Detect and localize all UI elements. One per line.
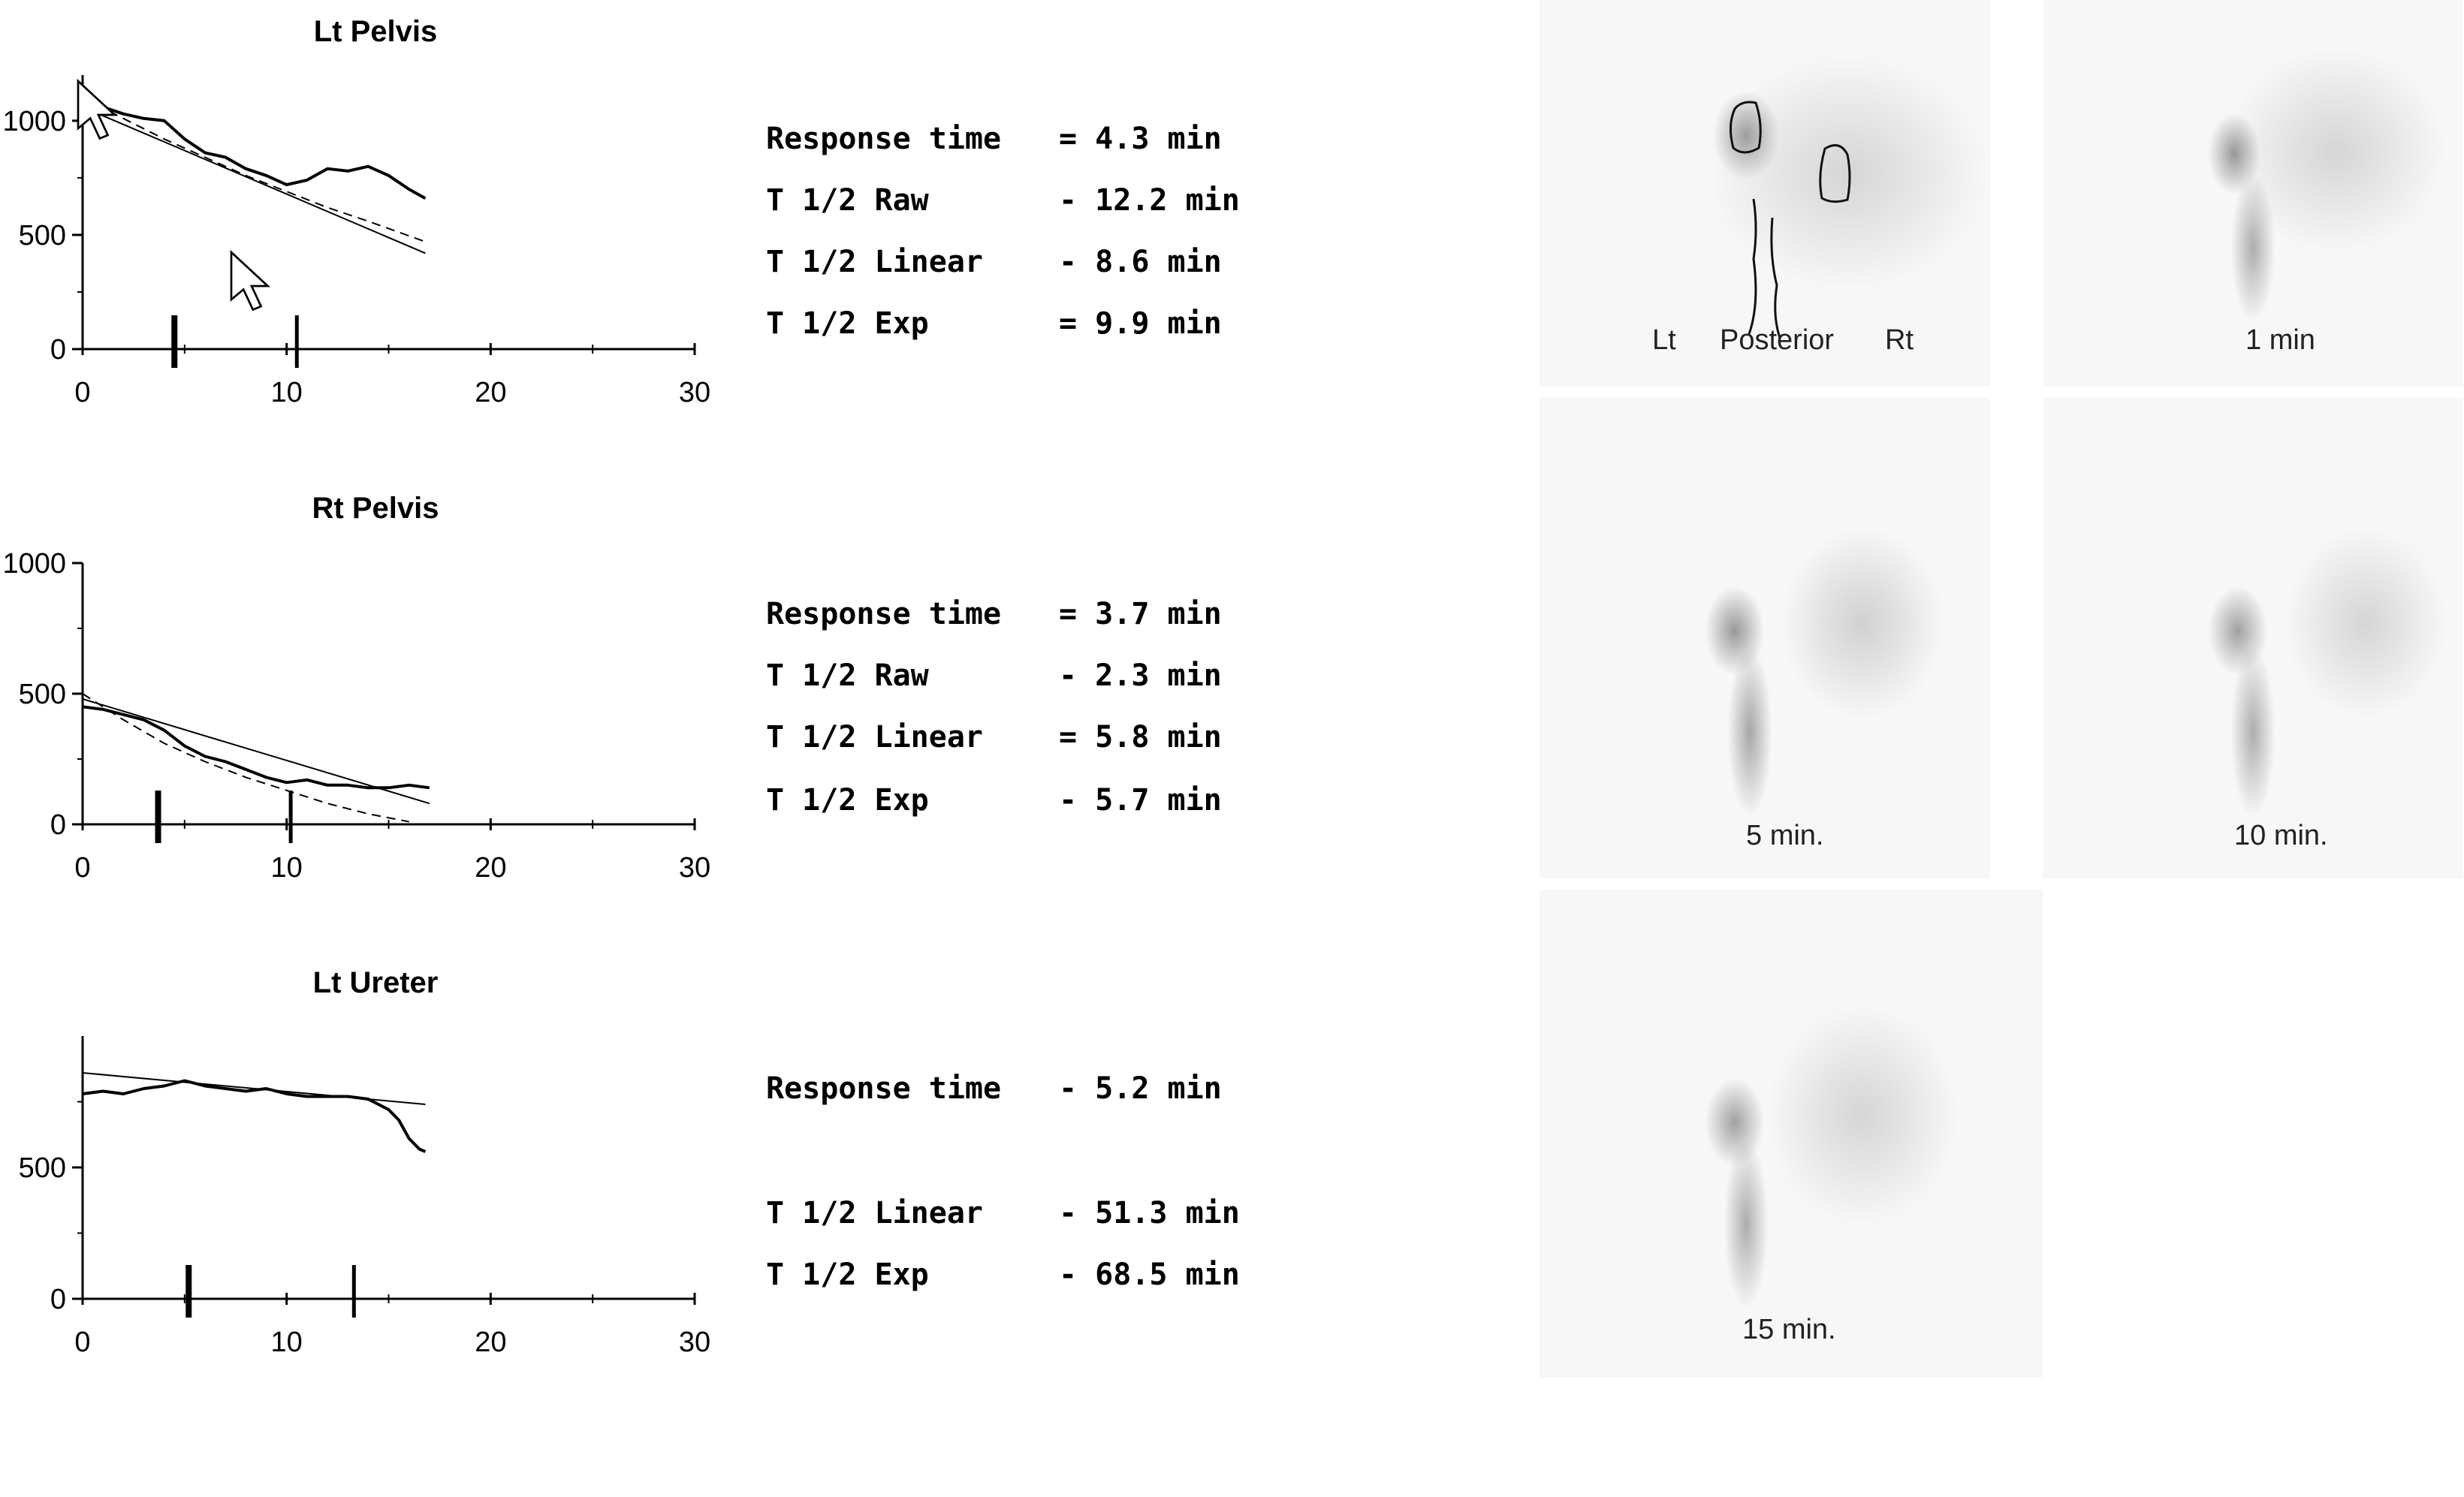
x-tick-label: 30 [679,1327,710,1358]
chart-title: Lt Pelvis [314,15,438,48]
stat-value: - 5.2 min [1059,1071,1222,1106]
x-tick-label: 30 [679,377,710,408]
stat-value: - 12.2 min [1059,183,1240,218]
stats-rt-pelvis: Response time = 3.7 min T 1/2 Raw - 2.3 mi… [766,599,1222,815]
x-tick-label: 0 [74,852,90,884]
stat-label: T 1/2 Exp [766,306,929,341]
x-tick-label: 10 [271,852,303,884]
stat-label: Response time [766,1071,1002,1106]
x-tick-label: 10 [271,1327,303,1358]
x-tick-label: 20 [475,852,506,884]
scan-frame-10min: 10 min. [2043,398,2463,878]
x-tick-label: 0 [74,377,90,408]
scan-pelvis-activity [1712,90,1780,180]
scan-frame-posterior: Lt Posterior Rt [1540,0,1990,387]
chart-0: Lt Pelvis 0 10 20 30 0 500 1000 [2,15,710,408]
y-tick-label: 1000 [2,548,66,580]
series-raw [82,105,427,200]
series-raw [82,1079,427,1153]
series-fit-linear [82,698,430,805]
stat-value: - 2.3 min [1059,658,1222,693]
chart-title: Lt Ureter [313,966,439,999]
stat-label: Response time [766,597,1002,631]
series-fit-exp [82,693,409,823]
stat-label: T 1/2 Exp [766,783,929,818]
y-tick-label: 0 [50,809,66,841]
scan-kidney-region [1780,526,1945,721]
scan-frame-5min: 5 min. [1540,398,1990,878]
x-tick-label: 20 [475,377,506,408]
scan-frame-1min: 1 min [2043,0,2463,387]
scan-label-right: Rt [1885,324,1914,356]
chart-title: Rt Pelvis [312,492,439,525]
scan-ureter-activity [1724,1137,1769,1310]
stat-value: - 8.6 min [1059,245,1222,279]
y-tick-label: 500 [19,220,66,252]
x-tick-label: 20 [475,1327,506,1358]
stat-value: = 3.7 min [1059,597,1222,631]
stat-value: = 5.8 min [1059,720,1222,755]
scan-time-label: 1 min [2245,324,2315,356]
y-tick-label: 1000 [2,106,66,137]
x-tick-label: 30 [679,852,710,884]
stats-lt-pelvis: Response time = 4.3 min T 1/2 Raw - 12.2 m… [766,124,1240,339]
scan-label-left: Lt [1652,324,1676,356]
scan-ureter-activity [2230,646,2276,818]
cursor-icon [77,78,118,140]
stat-value: - 5.7 min [1059,783,1222,818]
stat-value: - 51.3 min [1059,1196,1240,1230]
scan-ureter-activity [2230,173,2276,323]
stat-value: - 68.5 min [1059,1258,1240,1292]
stats-lt-ureter: Response time - 5.2 min T 1/2 Linear - 51.… [766,1074,1240,1290]
x-tick-label: 10 [271,377,303,408]
x-tick-label: 0 [74,1327,90,1358]
stat-label: T 1/2 Linear [766,245,983,279]
scan-ureter-activity [1727,646,1772,818]
series-fit-exp [82,97,426,242]
stat-label: T 1/2 Raw [766,658,929,693]
scan-label-view: Posterior [1720,324,1835,356]
y-tick-label: 500 [19,679,66,710]
scan-kidney-region [1765,1002,1960,1227]
stat-label: T 1/2 Raw [766,183,929,218]
scan-time-label: 10 min. [2234,820,2328,851]
scan-kidney-region [2283,526,2448,721]
series-raw [82,705,430,790]
scan-time-label: 5 min. [1746,820,1824,851]
series-fit-linear [82,1072,426,1105]
chart-2: Lt Ureter 0 10 20 30 0 500 [19,966,711,1358]
y-tick-label: 0 [50,334,66,366]
stat-label: T 1/2 Linear [766,720,983,755]
roi-outlines [1730,101,1851,339]
scan-frame-15min: 15 min. [1540,890,2043,1378]
scan-time-label: 15 min. [1742,1314,1836,1345]
cursor-icon [230,249,271,312]
y-tick-label: 500 [19,1152,66,1184]
stat-label: T 1/2 Linear [766,1196,983,1230]
series-fit-linear [82,106,426,255]
stat-label: Response time [766,122,1002,156]
stat-label: T 1/2 Exp [766,1258,929,1292]
stat-value: = 4.3 min [1059,122,1222,156]
chart-1: Rt Pelvis 0 10 20 30 0 500 1000 [2,492,710,884]
stat-value: = 9.9 min [1059,306,1222,341]
y-tick-label: 0 [50,1284,66,1315]
